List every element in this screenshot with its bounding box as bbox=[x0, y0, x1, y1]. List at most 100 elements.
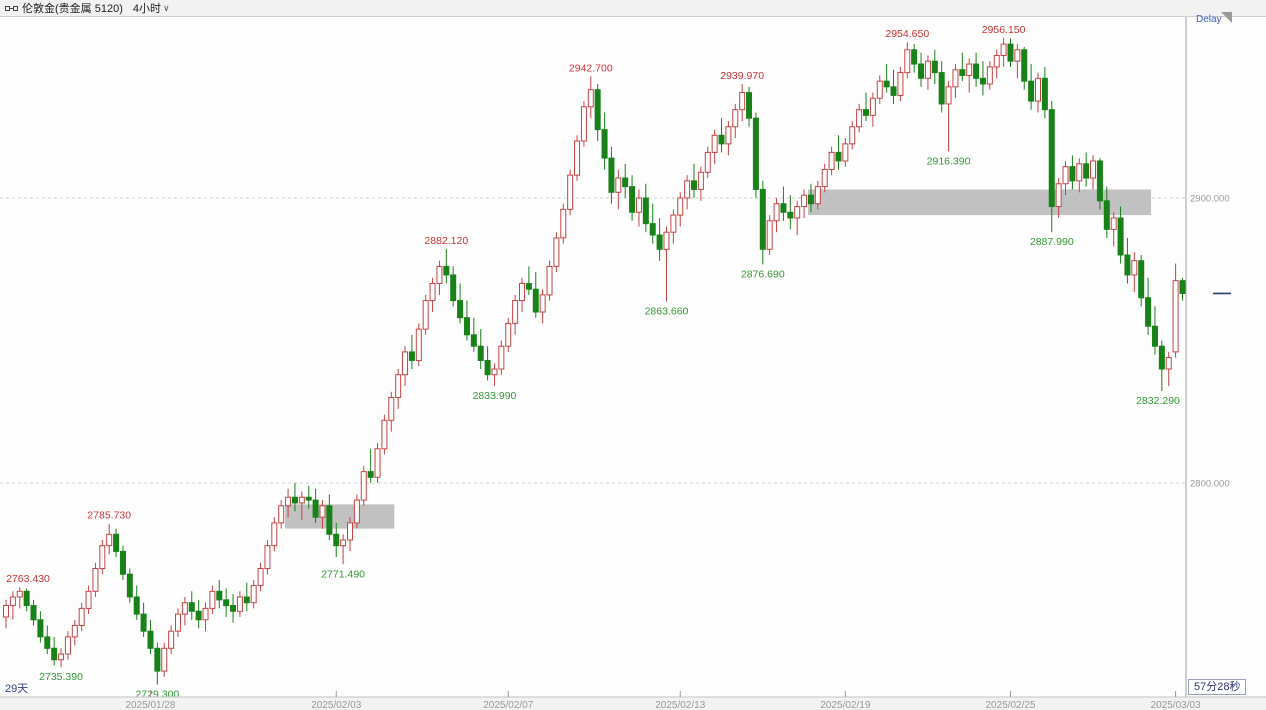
candle bbox=[216, 579, 223, 609]
x-axis-date-label: 2025/02/19 bbox=[820, 700, 870, 710]
candle-body bbox=[1076, 163, 1083, 182]
timeframe-selector[interactable]: 4小时 bbox=[132, 3, 161, 15]
candle bbox=[993, 49, 1000, 79]
candle-body bbox=[842, 143, 849, 162]
candle bbox=[147, 619, 154, 654]
candle-body bbox=[918, 63, 925, 79]
x-axis-date-label: 2025/02/25 bbox=[985, 700, 1035, 710]
candle bbox=[663, 226, 670, 302]
candle bbox=[181, 597, 188, 626]
candle bbox=[1007, 38, 1014, 67]
swing-low-label: 2833.990 bbox=[473, 390, 517, 402]
x-axis-date-label: 2025/03/03 bbox=[1151, 700, 1201, 710]
candle bbox=[1131, 252, 1138, 293]
candle-body bbox=[945, 86, 952, 105]
candle bbox=[285, 488, 292, 518]
candle-body bbox=[580, 106, 587, 142]
candle bbox=[1083, 152, 1090, 187]
x-axis-strip[interactable] bbox=[0, 697, 1266, 710]
candle-body bbox=[484, 359, 491, 376]
candle-body bbox=[71, 625, 78, 638]
candle-body bbox=[931, 60, 938, 74]
candle-body bbox=[938, 72, 945, 105]
candle bbox=[264, 540, 271, 575]
gridlines bbox=[0, 197, 1186, 484]
candle-body bbox=[1138, 260, 1145, 299]
candle-body bbox=[1103, 200, 1110, 230]
candle-body bbox=[532, 288, 539, 313]
candle bbox=[986, 61, 993, 90]
chevron-down-icon[interactable]: ∨ bbox=[162, 2, 170, 13]
swing-high-label: 2785.730 bbox=[87, 510, 131, 522]
candle bbox=[814, 180, 821, 210]
candle-body bbox=[787, 211, 794, 219]
supply-demand-zone[interactable] bbox=[285, 504, 395, 529]
candle bbox=[704, 146, 711, 179]
fold-corner-icon[interactable] bbox=[1221, 12, 1232, 23]
candle bbox=[649, 203, 656, 244]
candle-body bbox=[209, 590, 216, 609]
candle bbox=[546, 260, 553, 301]
candle bbox=[1062, 160, 1069, 196]
candle bbox=[525, 266, 532, 295]
candle-body bbox=[9, 596, 16, 607]
candle-body bbox=[154, 647, 161, 672]
candle bbox=[484, 346, 491, 381]
candle-body bbox=[622, 177, 629, 188]
candle-body bbox=[202, 607, 209, 621]
candle-body bbox=[1158, 345, 1165, 370]
candle-body bbox=[869, 97, 876, 116]
candle-body bbox=[587, 89, 594, 108]
candle bbox=[821, 163, 828, 193]
candle-body bbox=[794, 206, 801, 219]
candle-body bbox=[223, 599, 230, 607]
candle bbox=[353, 494, 360, 529]
candle-body bbox=[759, 188, 766, 250]
candle-body bbox=[863, 109, 869, 116]
candle-body bbox=[37, 619, 44, 638]
candle-body bbox=[663, 231, 670, 250]
candle bbox=[828, 146, 835, 176]
candle bbox=[305, 485, 312, 509]
candle-body bbox=[106, 533, 113, 547]
candle bbox=[629, 175, 636, 221]
candle-body bbox=[807, 194, 814, 205]
candle bbox=[519, 277, 525, 312]
candle-body bbox=[1096, 160, 1103, 202]
candle bbox=[973, 52, 980, 87]
candle-body bbox=[408, 351, 415, 361]
candle-body bbox=[697, 171, 704, 190]
candle bbox=[966, 58, 973, 93]
candle bbox=[622, 163, 629, 198]
candle-body bbox=[498, 345, 505, 370]
supply-demand-zone[interactable] bbox=[807, 189, 1152, 216]
candle-body bbox=[367, 471, 374, 478]
candle-body bbox=[1000, 43, 1007, 56]
swing-low-label: 2735.390 bbox=[39, 671, 83, 683]
candle bbox=[794, 200, 801, 236]
candle bbox=[30, 599, 37, 626]
candle-body bbox=[30, 605, 37, 621]
candle-body bbox=[691, 180, 697, 190]
swing-low-label: 2771.490 bbox=[321, 568, 365, 580]
symbol-name[interactable]: 伦敦金(贵金属 5120) bbox=[22, 3, 123, 15]
swing-low-label: 2887.990 bbox=[1030, 236, 1074, 248]
candle-body bbox=[326, 505, 333, 535]
candle-body bbox=[1145, 297, 1152, 327]
candle bbox=[684, 175, 691, 210]
candle-body bbox=[801, 194, 808, 208]
candle-body bbox=[64, 636, 71, 655]
candle-body bbox=[1062, 166, 1069, 185]
candle bbox=[457, 283, 464, 324]
candle-body bbox=[1090, 160, 1097, 179]
x-axis-date-label: 2025/02/07 bbox=[483, 700, 533, 710]
candle bbox=[381, 414, 388, 455]
swing-low-label: 2876.690 bbox=[741, 268, 785, 280]
swing-high-label: 2942.700 bbox=[569, 62, 613, 74]
candle-body bbox=[168, 630, 175, 649]
candle bbox=[436, 260, 443, 295]
candle-body bbox=[1179, 280, 1186, 294]
candle-body bbox=[250, 585, 257, 604]
candle-body bbox=[1165, 357, 1172, 370]
